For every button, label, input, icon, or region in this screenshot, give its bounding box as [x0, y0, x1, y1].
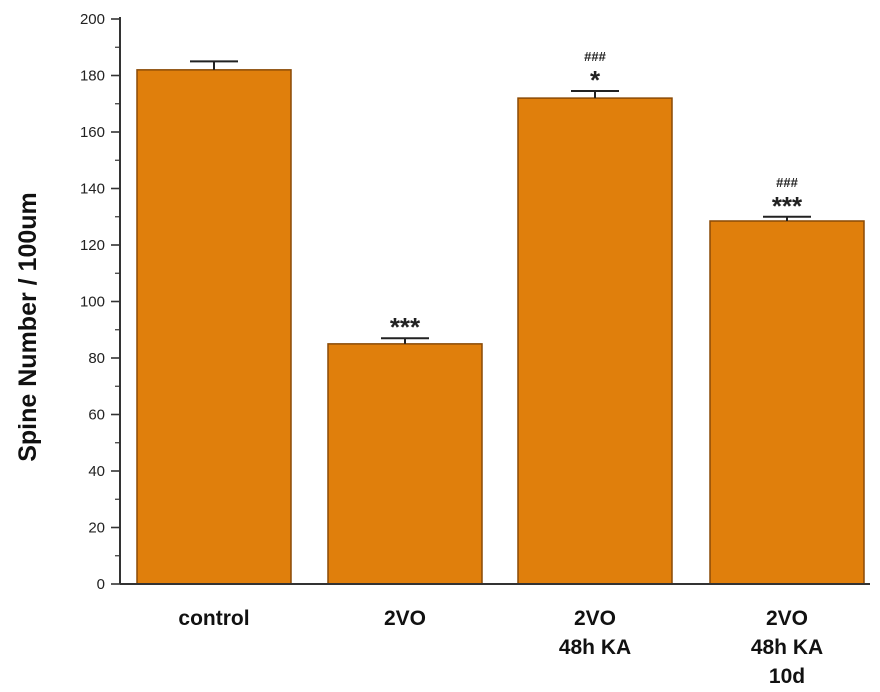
- bar: [136, 69, 292, 585]
- x-category-label: 48h KA: [751, 636, 823, 659]
- x-category-label: 10d: [769, 665, 805, 688]
- y-tick-label: 100: [80, 294, 105, 311]
- x-category-label: 2VO: [384, 607, 426, 630]
- y-axis-label: Spine Number / 100um: [14, 192, 42, 462]
- bar: [517, 97, 673, 585]
- significance-stars: ***: [390, 312, 421, 342]
- y-tick-label: 20: [88, 520, 105, 537]
- y-tick-label: 0: [97, 576, 105, 593]
- x-axis: control 2VO 2VO 48h KA 2VO 48h KA 10d: [120, 583, 870, 688]
- x-category-label: 48h KA: [559, 636, 631, 659]
- y-tick-label: 200: [80, 11, 105, 28]
- y-tick-label: 140: [80, 181, 105, 198]
- x-category-label: 2VO: [574, 607, 616, 630]
- y-tick-label: 160: [80, 124, 105, 141]
- bar: [327, 343, 483, 585]
- y-tick-label: 40: [88, 463, 105, 480]
- y-tick-label: 60: [88, 407, 105, 424]
- y-tick-label: 180: [80, 68, 105, 85]
- x-category-label: 2VO: [766, 607, 808, 630]
- bar: [709, 220, 865, 585]
- significance-stars: *: [590, 65, 601, 95]
- y-axis: 0 20 40 60 80 100 120 140 160 180 200: [80, 11, 121, 593]
- y-tick-label: 80: [88, 350, 105, 367]
- significance-hash: ###: [584, 49, 606, 64]
- significance-hash: ###: [776, 175, 798, 190]
- bars: ****###***###: [136, 49, 865, 585]
- x-category-label: control: [178, 607, 249, 630]
- significance-stars: ***: [772, 191, 803, 221]
- y-tick-label: 120: [80, 237, 105, 254]
